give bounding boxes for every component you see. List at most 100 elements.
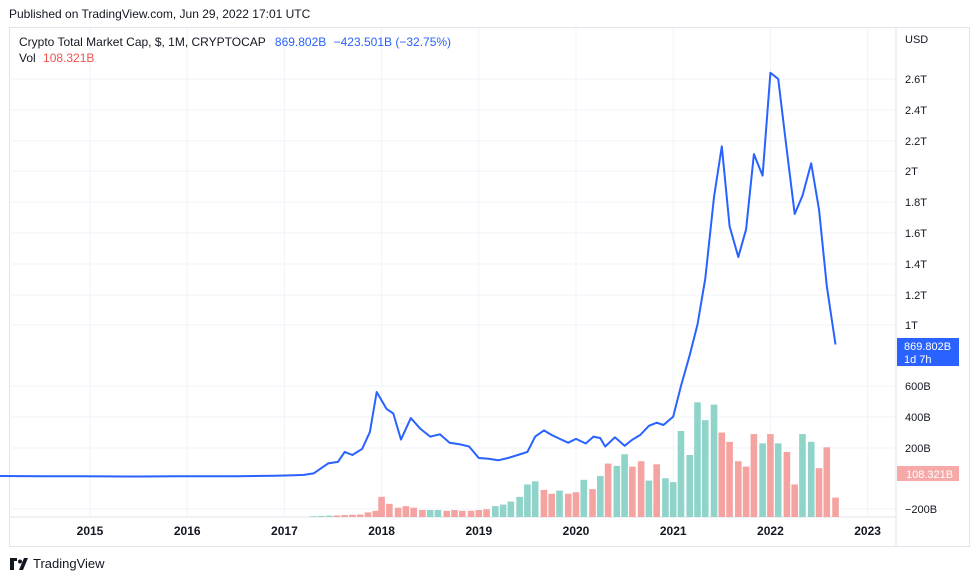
- price-tick-label: 400B: [905, 412, 931, 424]
- price-change: −423.501B (−32.75%): [333, 35, 452, 49]
- price-tag-value: 869.802B: [904, 341, 951, 353]
- price-tick-label: 1.6T: [905, 228, 927, 240]
- tradingview-brand: TradingView: [33, 556, 105, 571]
- volume-value: 108.321B: [43, 51, 95, 65]
- volume-bar: [629, 466, 636, 517]
- time-tick-label: 2017: [271, 524, 298, 538]
- volume-tag[interactable]: 108.321B: [897, 466, 959, 481]
- volume-bar: [686, 455, 694, 517]
- time-tick-label: 2019: [465, 524, 492, 538]
- volume-bar: [394, 507, 402, 517]
- tradingview-footer[interactable]: TradingView: [10, 556, 105, 571]
- volume-bar: [443, 510, 451, 517]
- volume-bar: [767, 434, 774, 517]
- symbol-title[interactable]: Crypto Total Market Cap, $, 1M, CRYPTOCA…: [19, 35, 266, 49]
- grid: [9, 28, 896, 517]
- volume-bar: [759, 443, 766, 517]
- volume-bar: [791, 484, 798, 517]
- volume-bar: [548, 493, 555, 517]
- volume-bar: [310, 516, 317, 517]
- volume-bar: [597, 475, 604, 517]
- volume-bar: [742, 466, 750, 517]
- volume-bar: [589, 489, 596, 517]
- volume-bar: [499, 504, 507, 517]
- volume-bar: [524, 484, 531, 517]
- volume-bar: [349, 514, 356, 517]
- volume-bar: [653, 464, 660, 517]
- volume-bar: [426, 510, 434, 517]
- volume-bar: [662, 478, 669, 517]
- volume-bar: [799, 434, 806, 517]
- volume-bar: [604, 463, 612, 517]
- chart-frame: [9, 27, 970, 547]
- price-tick-label: −200B: [905, 504, 937, 516]
- time-tick-label: 2018: [368, 524, 395, 538]
- price-tick-label: 1.4T: [905, 259, 927, 271]
- volume-bar: [364, 512, 372, 517]
- volume-bar: [325, 515, 333, 517]
- volume-bar: [372, 510, 380, 517]
- published-caption: Published on TradingView.com, Jun 29, 20…: [9, 7, 311, 21]
- volume-bar: [613, 465, 621, 517]
- time-tick-label: 2016: [174, 524, 201, 538]
- volume-label[interactable]: Vol: [19, 51, 36, 65]
- price-tick-label: 2T: [905, 166, 918, 178]
- volume-bar: [419, 510, 426, 517]
- volume-bar: [710, 404, 718, 517]
- volume-bar: [378, 496, 385, 517]
- price-tick-label: 1.2T: [905, 290, 927, 302]
- volume-bar: [669, 482, 677, 517]
- volume-bar: [467, 510, 475, 517]
- volume-series: [310, 402, 839, 517]
- volume-bar: [572, 492, 580, 517]
- time-tick-label: 2015: [77, 524, 104, 538]
- price-tag-countdown: 1d 7h: [904, 354, 932, 366]
- price-tick-label: 1.8T: [905, 197, 927, 209]
- volume-bar: [318, 515, 325, 517]
- chart-legend: Crypto Total Market Cap, $, 1M, CRYPTOCA…: [19, 34, 451, 66]
- volume-bar: [483, 509, 490, 517]
- volume-bar: [402, 506, 410, 517]
- price-tick-label: 600B: [905, 381, 931, 393]
- volume-bar: [750, 434, 758, 517]
- price-tick-label: 1T: [905, 320, 918, 332]
- volume-bar: [492, 506, 499, 517]
- volume-bar: [783, 451, 791, 517]
- volume-bar: [451, 510, 458, 517]
- volume-tag-value: 108.321B: [906, 469, 953, 481]
- volume-bar: [735, 461, 742, 517]
- price-tick-label: 2.2T: [905, 136, 927, 148]
- last-value: 869.802B: [274, 35, 327, 49]
- volume-bar: [341, 514, 348, 517]
- volume-bar: [507, 501, 515, 517]
- volume-bar: [333, 515, 341, 517]
- volume-bar: [531, 481, 539, 517]
- price-tick-label: 200B: [905, 443, 931, 455]
- volume-bar: [832, 497, 839, 517]
- currency-label[interactable]: USD: [905, 34, 929, 46]
- volume-bar: [694, 402, 701, 517]
- volume-bar: [823, 447, 831, 517]
- volume-bar: [580, 479, 588, 517]
- volume-bar: [637, 461, 645, 517]
- volume-bar: [815, 468, 823, 517]
- volume-tag-bg: [897, 466, 959, 481]
- volume-bar: [718, 432, 726, 517]
- volume-bar: [677, 430, 685, 517]
- market-cap-line[interactable]: [0, 71, 837, 478]
- volume-bar: [356, 514, 364, 517]
- volume-bar: [726, 441, 733, 517]
- volume-bar: [645, 480, 653, 517]
- volume-bar: [386, 503, 393, 517]
- volume-bar: [556, 490, 563, 517]
- time-tick-label: 2021: [660, 524, 687, 538]
- volume-bar: [701, 420, 709, 517]
- price-tag-bg: [897, 338, 959, 366]
- price-tick-label: 2.6T: [905, 74, 927, 86]
- volume-bar: [807, 441, 815, 517]
- volume-bar: [434, 510, 442, 517]
- time-tick-label: 2022: [757, 524, 784, 538]
- volume-bar: [774, 443, 782, 517]
